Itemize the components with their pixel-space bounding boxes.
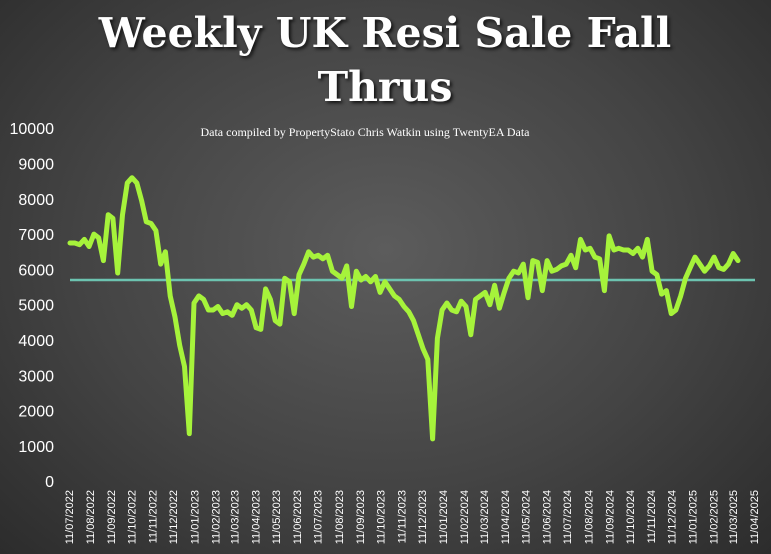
x-tick-label: 11/01/2024 [438,490,450,544]
x-tick-label: 11/01/2023 [189,490,201,544]
x-tick-label: 11/12/2023 [417,490,429,544]
y-tick-label: 9000 [18,157,54,174]
x-tick-label: 11/10/2024 [625,490,637,544]
x-tick-label: 11/11/2024 [646,490,658,543]
x-tick-label: 11/07/2023 [313,490,325,544]
x-tick-label: 11/09/2022 [106,490,118,544]
chart-title: Weekly UK Resi Sale Fall Thrus [98,9,672,111]
y-tick-label: 5000 [18,298,54,315]
x-tick-label: 11/04/2023 [251,490,263,544]
x-tick-label: 11/05/2024 [521,490,533,544]
x-tick-label: 11/02/2023 [210,490,222,544]
y-tick-label: 6000 [18,262,54,279]
x-tick-label: 11/02/2025 [709,490,721,544]
chart-subtitle: Data compiled by PropertyStato Chris Wat… [200,125,530,139]
x-tick-label: 11/06/2023 [292,490,304,544]
x-tick-label: 11/04/2024 [500,490,512,544]
x-tick-label: 11/05/2023 [271,490,283,544]
x-tick-label: 11/12/2022 [168,490,180,544]
x-tick-label: 11/12/2024 [666,490,678,544]
y-tick-label: 3000 [18,368,54,385]
x-tick-label: 11/03/2024 [479,490,491,544]
x-tick-label: 11/09/2023 [355,490,367,544]
x-tick-label: 11/06/2024 [542,490,554,544]
x-tick-label: 11/03/2025 [728,490,740,544]
x-tick-label: 11/11/2022 [148,490,160,543]
x-tick-label: 11/09/2024 [604,490,616,544]
y-tick-label: 4000 [18,333,54,350]
x-tick-label: 11/04/2025 [749,490,761,544]
x-tick-label: 11/08/2022 [85,490,97,544]
y-tick-label: 1000 [18,439,54,456]
y-tick-label: 0 [45,474,54,491]
x-tick-label: 11/07/2024 [562,490,574,544]
x-tick-label: 11/08/2024 [583,490,595,544]
x-tick-label: 11/11/2023 [397,490,409,543]
data-line [67,175,741,442]
x-tick-label: 11/10/2023 [375,490,387,544]
y-tick-label: 10000 [10,121,55,138]
y-tick-label: 7000 [18,227,54,244]
x-tick-label: 11/07/2022 [64,490,76,544]
x-tick-label: 11/08/2023 [334,490,346,544]
x-tick-label: 11/03/2023 [230,490,242,544]
x-tick-label: 11/01/2025 [688,490,700,544]
y-tick-label: 2000 [18,404,54,421]
x-tick-label: 11/02/2024 [459,490,471,544]
y-tick-label: 8000 [18,192,54,209]
x-tick-label: 11/10/2022 [127,490,139,544]
